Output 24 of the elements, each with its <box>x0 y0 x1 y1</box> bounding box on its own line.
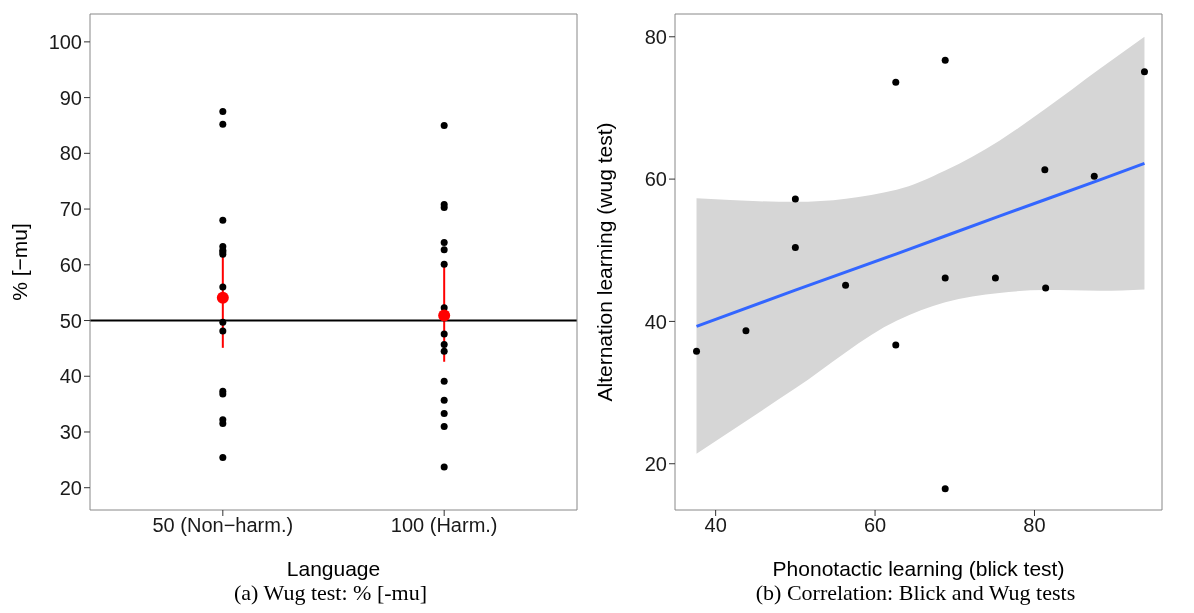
y-tick-label: 20 <box>644 452 667 475</box>
y-tick-label: 30 <box>59 421 82 444</box>
x-tick-label: 60 <box>863 514 887 537</box>
x-axis-title: Phonotactic learning (blick test) <box>772 557 1065 580</box>
x-tick-label: 100 (Harm.) <box>390 514 498 537</box>
x-tick-label: 40 <box>704 514 727 537</box>
y-tick-label: 90 <box>59 86 82 109</box>
y-tick-label: 20 <box>59 476 82 499</box>
text: (b) Correlation: Blick and Wug tests <box>754 580 1077 606</box>
x-tick-label: 50 (Non−harm.) <box>152 514 294 537</box>
text: (a) Wug test: % [-mu] <box>233 580 428 606</box>
y-axis-title: % [−mu] <box>8 223 32 301</box>
y-tick-label: 40 <box>644 310 667 333</box>
x-axis-title: Language <box>286 557 381 580</box>
y-tick-label: 70 <box>59 198 82 221</box>
y-tick-label: 50 <box>59 309 82 332</box>
y-tick-label: 80 <box>644 25 667 48</box>
x-tick-label: 80 <box>1023 514 1046 537</box>
y-tick-label: 60 <box>644 168 667 191</box>
y-tick-label: 80 <box>59 142 82 165</box>
y-axis-title: Alternation learning (wug test) <box>593 122 617 402</box>
y-tick-label: 60 <box>59 253 82 276</box>
y-tick-label: 40 <box>59 365 82 388</box>
y-tick-label: 100 <box>48 30 82 53</box>
